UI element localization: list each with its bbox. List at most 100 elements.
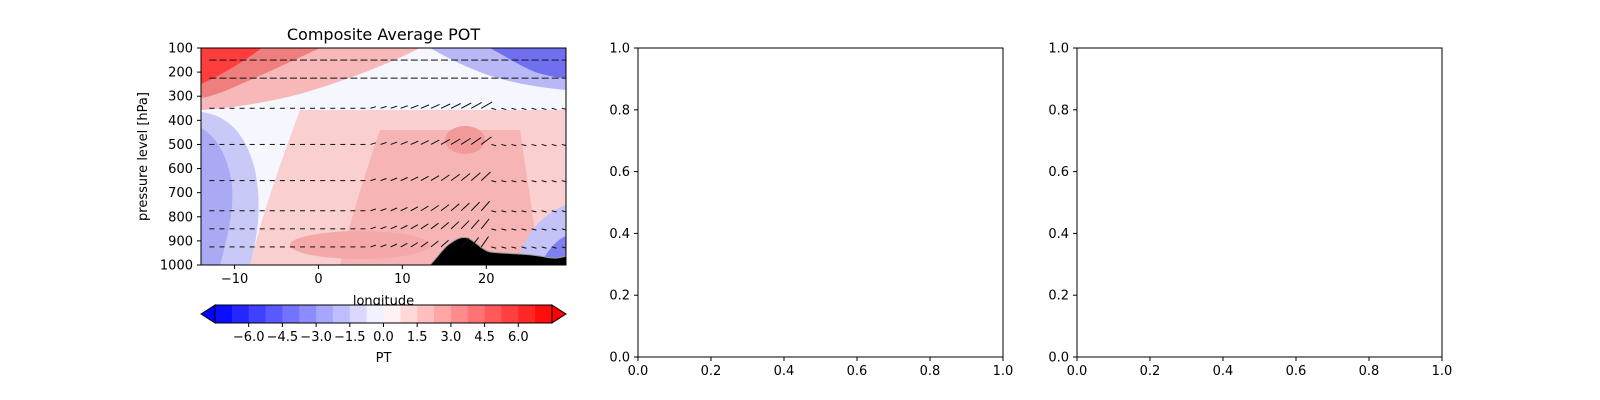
wind-arrow bbox=[511, 107, 517, 111]
wind-vectors bbox=[209, 59, 566, 249]
cold-west-core bbox=[201, 128, 233, 265]
contour-field bbox=[201, 48, 566, 265]
wind-arrow bbox=[430, 204, 440, 212]
wind-arrow bbox=[450, 138, 461, 145]
wind-arrow bbox=[531, 246, 537, 249]
colorbar-bin bbox=[484, 305, 502, 323]
y-axis-ticks: 0.0 0.2 0.4 0.6 0.8 1.0 bbox=[1048, 42, 1077, 366]
y-tick-label: 1000 bbox=[160, 259, 193, 274]
wind-arrow bbox=[410, 104, 419, 109]
wind-arrow bbox=[501, 228, 507, 231]
y-tick-label: 1.0 bbox=[609, 42, 630, 57]
wind-arrow bbox=[430, 175, 440, 182]
colorbar-bin bbox=[467, 305, 486, 323]
wind-arrow bbox=[440, 239, 449, 248]
wind-arrow bbox=[400, 206, 408, 212]
wind-arrow bbox=[501, 107, 507, 111]
wind-arrow bbox=[521, 228, 527, 231]
y-tick-label: 0.0 bbox=[609, 351, 630, 366]
wind-arrow bbox=[491, 228, 497, 231]
wind-arrow bbox=[541, 107, 547, 111]
y-tick-label: 100 bbox=[168, 42, 193, 57]
wind-arrow bbox=[521, 107, 527, 111]
wind-arrow bbox=[470, 201, 480, 212]
wind-arrow bbox=[511, 143, 517, 147]
colorbar-label: PT bbox=[376, 351, 392, 366]
wind-arrow bbox=[390, 141, 398, 145]
wind-arrow bbox=[410, 176, 419, 182]
colorbar-tick-label: 3.0 bbox=[441, 330, 462, 345]
wind-arrow bbox=[541, 210, 547, 213]
colorbar-bin bbox=[417, 305, 435, 323]
wind-arrow bbox=[470, 237, 480, 248]
colorbar-bin bbox=[400, 305, 418, 323]
colorbar-tick-label: −4.5 bbox=[267, 330, 299, 345]
x-tick-label: 0.4 bbox=[1213, 364, 1234, 379]
x-tick-label: 0.0 bbox=[628, 364, 649, 379]
wind-arrow bbox=[450, 221, 460, 230]
wind-arrow bbox=[410, 242, 419, 248]
wind-arrow bbox=[491, 143, 497, 147]
wind-arrow bbox=[491, 246, 497, 249]
x-tick-label: 1.0 bbox=[1432, 364, 1453, 379]
chart-title: Composite Average POT bbox=[287, 25, 481, 44]
y-tick-label: 700 bbox=[168, 186, 193, 201]
wind-arrow bbox=[370, 244, 377, 248]
x-tick-label: 0.6 bbox=[1286, 364, 1307, 379]
y-tick-label: 400 bbox=[168, 114, 193, 129]
x-tick-label: 0.2 bbox=[701, 364, 722, 379]
colorbar-bin bbox=[518, 305, 536, 323]
colorbar-bin bbox=[215, 305, 233, 323]
wind-arrow bbox=[420, 104, 430, 109]
wind-arrow bbox=[541, 246, 547, 249]
y-axis-ticks: 100 200 300 400 500 600 700 800 900 1000 bbox=[160, 42, 201, 274]
wind-arrow bbox=[370, 226, 377, 230]
y-tick-label: 0.6 bbox=[609, 165, 630, 180]
y-tick-label: 0.2 bbox=[1048, 289, 1069, 304]
x-tick-label: 0.6 bbox=[847, 364, 868, 379]
colorbar-bin bbox=[231, 305, 250, 323]
y-tick-label: 0.6 bbox=[1048, 165, 1069, 180]
wind-arrow bbox=[430, 139, 440, 145]
warm-core bbox=[340, 130, 540, 265]
wind-arrow bbox=[501, 180, 507, 183]
colorbar-bin bbox=[316, 305, 334, 323]
wind-arrow bbox=[470, 137, 482, 145]
colorbar-bin bbox=[535, 305, 553, 323]
x-tick-label: 0.8 bbox=[920, 364, 941, 379]
wind-arrow bbox=[400, 224, 408, 230]
wind-arrow bbox=[370, 106, 377, 109]
wind-arrow bbox=[470, 219, 480, 230]
colorbar: −6.0 −4.5 −3.0 −1.5 0.0 1.5 3.0 4.5 6.0 PT bbox=[200, 304, 567, 366]
wind-arrow bbox=[380, 141, 387, 145]
x-tick-label: 10 bbox=[394, 272, 411, 287]
wind-arrow bbox=[460, 202, 470, 212]
colorbar-bin bbox=[434, 305, 452, 323]
wind-arrow bbox=[470, 102, 482, 109]
y-tick-label: 600 bbox=[168, 162, 193, 177]
wind-arrow bbox=[390, 207, 398, 212]
wind-arrow bbox=[491, 210, 497, 213]
wind-arrow bbox=[400, 177, 408, 182]
wind-arrow bbox=[370, 208, 377, 212]
wind-arrow bbox=[511, 246, 517, 249]
wind-arrow bbox=[440, 103, 451, 109]
wind-arrow bbox=[481, 101, 493, 109]
wind-arrow bbox=[420, 223, 429, 230]
wind-arrow bbox=[380, 226, 387, 230]
colorbar-tick-label: −1.5 bbox=[334, 330, 366, 345]
y-tick-label: 800 bbox=[168, 210, 193, 225]
y-tick-label: 0.2 bbox=[609, 289, 630, 304]
colorbar-tick-label: 6.0 bbox=[508, 330, 529, 345]
wind-arrow bbox=[440, 222, 450, 230]
colorbar-bin bbox=[366, 305, 384, 323]
wind-arrow bbox=[551, 210, 557, 213]
wind-arrow bbox=[531, 228, 537, 231]
y-tick-label: 0.4 bbox=[609, 227, 630, 242]
wind-arrow bbox=[400, 105, 408, 109]
upper-warm-max bbox=[201, 48, 262, 84]
wind-arrow bbox=[480, 236, 489, 248]
x-axis-ticks: 0.0 0.2 0.4 0.6 0.8 1.0 bbox=[1067, 357, 1453, 379]
wind-arrow bbox=[390, 243, 398, 248]
